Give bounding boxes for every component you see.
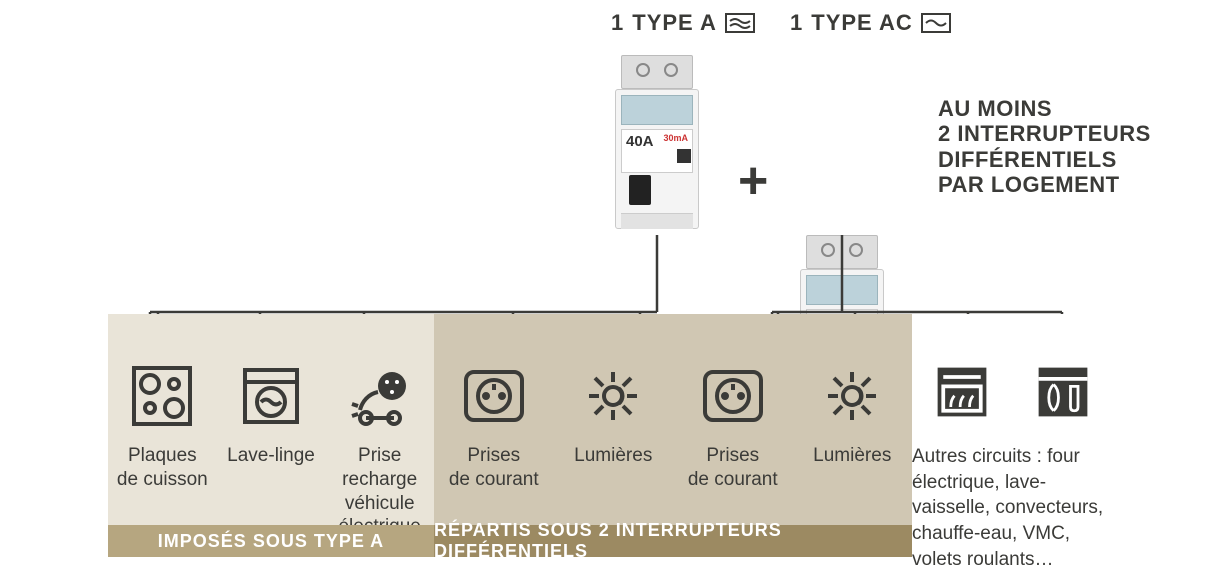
type-ac-count: 1 xyxy=(790,10,803,36)
oven-icon xyxy=(930,360,994,424)
socket-icon xyxy=(458,360,530,432)
breaker-type-a: 30mA 40A xyxy=(615,55,699,235)
footer-mid: RÉPARTIS SOUS 2 INTERRUPTEURS DIFFÉRENTI… xyxy=(434,525,912,557)
requirement-text: AU MOINS 2 INTERRUPTEURS DIFFÉRENTIELS P… xyxy=(938,96,1151,197)
panel-type-a: Plaques de cuisson Lave-linge xyxy=(108,314,434,557)
diagram-root: 1 TYPE A 1 TYPE AC 30mA 40A + 30mA 40A xyxy=(0,0,1222,569)
item-socket-2: Prises de courant xyxy=(678,360,788,492)
footer-left: IMPOSÉS SOUS TYPE A xyxy=(108,525,434,557)
light-1-label: Lumières xyxy=(574,444,652,468)
other-circuits-text: Autres circuits : four électrique, lave-… xyxy=(912,444,1112,572)
footer-left-text: IMPOSÉS SOUS TYPE A xyxy=(158,531,384,552)
breaker-a-rate: 40A xyxy=(626,133,654,150)
panel-row: Plaques de cuisson Lave-linge xyxy=(108,314,1113,557)
header-type-ac: 1 TYPE AC xyxy=(790,10,951,36)
panel-other: Autres circuits : four électrique, lave-… xyxy=(912,314,1113,557)
footer-mid-text: RÉPARTIS SOUS 2 INTERRUPTEURS DIFFÉRENTI… xyxy=(434,520,912,562)
ev-plug-icon xyxy=(344,360,416,432)
socket-icon xyxy=(697,360,769,432)
item-ev: Prise recharge véhicule électrique xyxy=(325,360,434,539)
type-ac-label: TYPE AC xyxy=(811,10,913,36)
socket-2-label: Prises de courant xyxy=(688,444,778,492)
type-a-count: 1 xyxy=(611,10,624,36)
washer-icon xyxy=(235,360,307,432)
wave-ac-icon xyxy=(921,13,951,33)
item-hob: Plaques de cuisson xyxy=(108,360,217,492)
hob-icon xyxy=(126,360,198,432)
header-type-a: 1 TYPE A xyxy=(611,10,755,36)
breaker-a-sens: 30mA xyxy=(663,133,688,143)
plus-icon: + xyxy=(738,155,768,207)
hob-label: Plaques de cuisson xyxy=(117,444,208,492)
panel-mid: Prises de courant Lumières xyxy=(434,314,912,557)
light-2-label: Lumières xyxy=(813,444,891,468)
washer-label: Lave-linge xyxy=(227,444,315,468)
item-washer: Lave-linge xyxy=(217,360,326,468)
light-icon xyxy=(577,360,649,432)
light-icon xyxy=(816,360,888,432)
socket-1-label: Prises de courant xyxy=(449,444,539,492)
wave-a-icon xyxy=(725,13,755,33)
item-light-2: Lumières xyxy=(797,360,907,468)
item-socket-1: Prises de courant xyxy=(439,360,549,492)
dishwasher-icon xyxy=(1031,360,1095,424)
type-a-label: TYPE A xyxy=(632,10,717,36)
item-light-1: Lumières xyxy=(558,360,668,468)
